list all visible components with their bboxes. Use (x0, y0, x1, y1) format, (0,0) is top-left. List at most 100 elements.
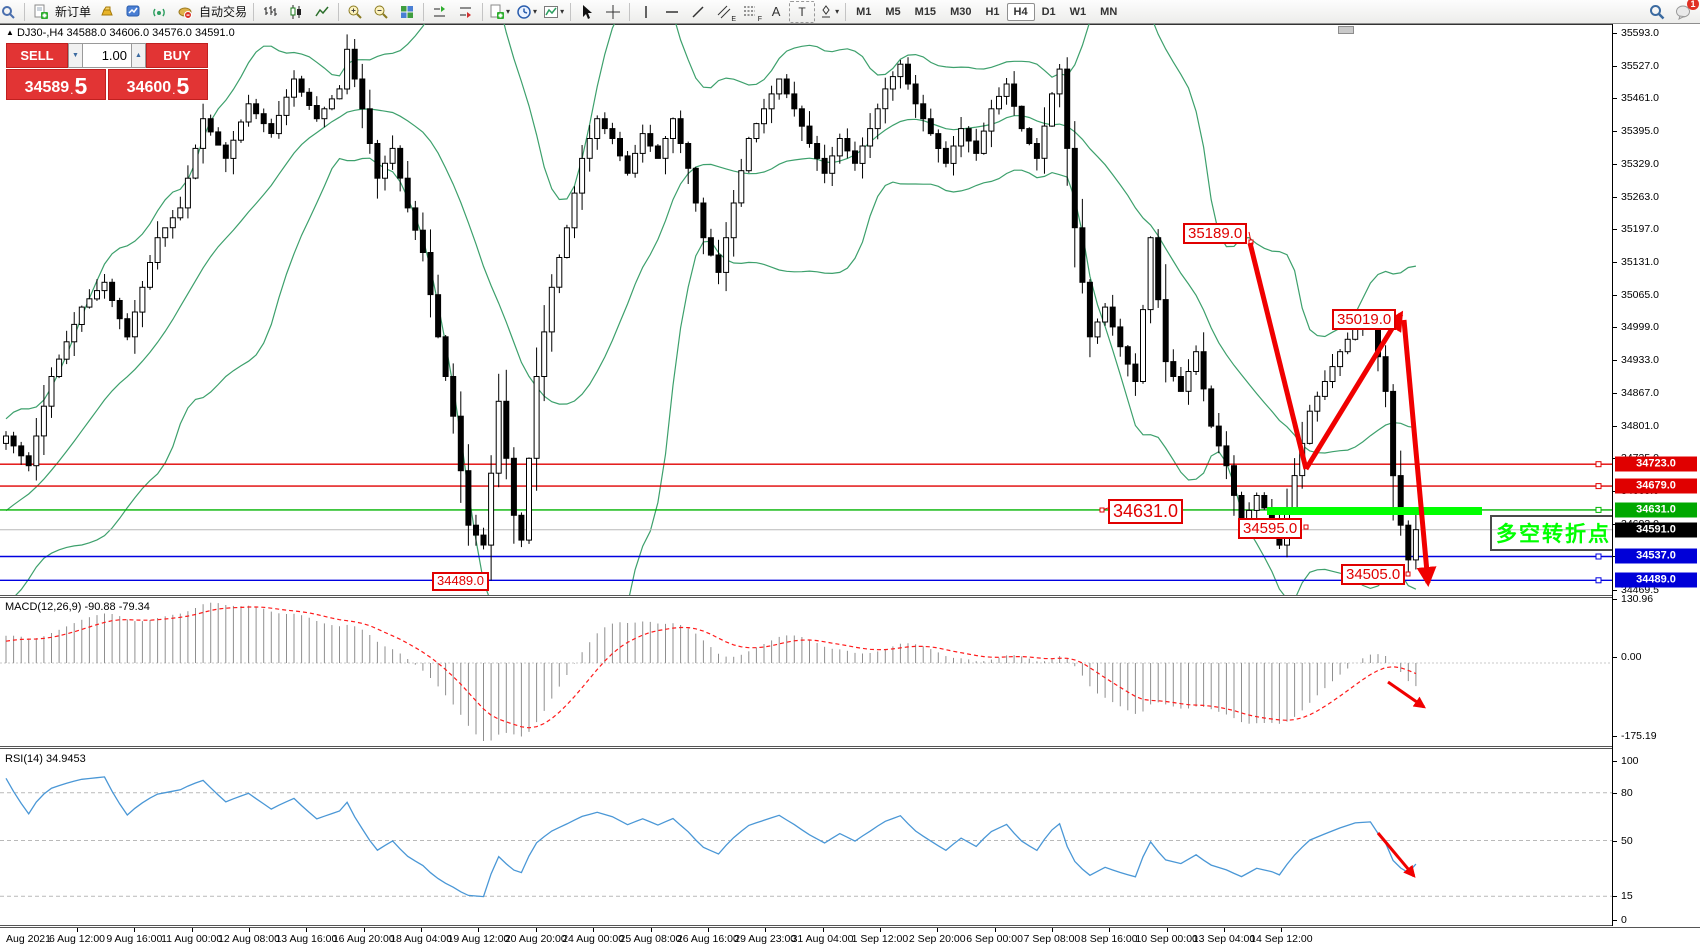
horizontal-line-tool-icon[interactable] (659, 1, 685, 23)
candle-body (730, 202, 737, 239)
search-icon[interactable] (1644, 1, 1670, 23)
price-badge-34631: 34631.0 (1615, 502, 1697, 518)
buy-price[interactable]: 34600 . 5 (108, 69, 208, 100)
candle-body (874, 108, 881, 130)
tile-windows-icon[interactable] (394, 1, 420, 23)
line-handle[interactable] (1595, 506, 1602, 513)
candle-body (48, 376, 55, 407)
trendline-tool-icon[interactable] (685, 1, 711, 23)
timeframe-M15[interactable]: M15 (914, 5, 937, 18)
line-handle[interactable] (1595, 461, 1602, 468)
line-handle[interactable] (1595, 483, 1602, 490)
fibonacci-tool-icon[interactable]: F (737, 1, 763, 23)
volume-input[interactable] (83, 43, 131, 68)
indicators-add-icon[interactable]: ▾ (486, 1, 513, 23)
new-order-button[interactable] (28, 1, 54, 23)
channel-tool-icon[interactable]: E (711, 1, 737, 23)
auto-trading-icon[interactable] (172, 1, 198, 23)
macd-panel-plot[interactable] (0, 598, 1612, 747)
period-clock-icon[interactable]: ▾ (513, 1, 540, 23)
annotation-price-label[interactable]: 35019.0 (1332, 309, 1397, 331)
gold-icon[interactable] (94, 1, 120, 23)
axis-tick-dash (1613, 360, 1617, 362)
trend-arrow[interactable] (1401, 319, 1437, 587)
candle-body (1397, 475, 1404, 526)
trend-arrow[interactable] (1247, 242, 1309, 470)
timeframe-M1[interactable]: M1 (856, 5, 872, 18)
buy-button[interactable]: BUY (146, 43, 208, 68)
timeframe-H1[interactable]: H1 (985, 5, 1000, 18)
text-label-tool-icon[interactable]: T (789, 0, 816, 23)
shapes-tool-icon[interactable]: ▾ (815, 1, 842, 23)
candle-body (1321, 381, 1328, 397)
auto-trading-label[interactable]: 自动交易 (199, 5, 248, 19)
sell-price[interactable]: 34589 . 5 (6, 69, 106, 100)
cursor-icon[interactable] (574, 1, 600, 23)
annotation-price-label[interactable]: 34631.0 (1108, 499, 1184, 524)
candle-body (321, 108, 328, 120)
panel-separator[interactable] (0, 925, 1700, 928)
candle-body (1071, 147, 1078, 229)
green-zone-highlight[interactable] (1267, 507, 1482, 515)
trend-arrow[interactable] (1303, 310, 1404, 471)
volume-increase-button[interactable]: ▲ (131, 43, 146, 68)
auto-scroll-icon[interactable] (453, 1, 479, 23)
annotation-note[interactable]: 多空转折点 (1490, 515, 1617, 551)
time-tick-label: 29 Aug 23:00 (734, 933, 797, 945)
candle-body (1094, 321, 1101, 338)
new-order-label[interactable]: 新订单 (55, 5, 92, 19)
zoom-in-icon[interactable] (342, 1, 368, 23)
candle-body (253, 103, 260, 115)
candle-body (56, 358, 63, 378)
vertical-line-tool-icon[interactable] (633, 1, 659, 23)
line-handle[interactable] (1595, 577, 1602, 584)
annotation-price-label[interactable]: 35189.0 (1183, 223, 1248, 245)
price-axis[interactable]: 35593.0 35527.0 35461.0 35395.0 35329.0 35263… (1612, 24, 1700, 926)
symbol-triangle: ▲ (6, 28, 14, 37)
rsi-arrow[interactable] (1376, 832, 1416, 878)
line-handle[interactable] (1595, 553, 1602, 560)
line-chart-icon[interactable] (309, 1, 335, 23)
macd-arrow[interactable] (1387, 680, 1426, 709)
candle-body (798, 108, 805, 127)
chart-scrollbar-thumb[interactable] (1338, 26, 1354, 34)
volume-decrease-button[interactable]: ▼ (68, 43, 83, 68)
main-chart-plot[interactable] (0, 24, 1612, 595)
timeframe-M30[interactable]: M30 (950, 5, 972, 18)
signal-icon[interactable] (146, 1, 172, 23)
candle-body (124, 318, 131, 338)
annotation-price-label[interactable]: 34489.0 (432, 572, 489, 591)
rsi-line (5, 776, 1417, 898)
candlestick-chart-icon[interactable] (283, 1, 309, 23)
rsi-panel-plot[interactable] (0, 749, 1612, 926)
crosshair-icon[interactable] (600, 1, 626, 23)
timeframe-MN[interactable]: MN (1100, 5, 1118, 18)
candle-body (435, 294, 442, 338)
candle-body (1170, 361, 1177, 378)
sell-button[interactable]: SELL (6, 43, 68, 68)
candle-body (101, 281, 108, 292)
timeframe-D1[interactable]: D1 (1041, 5, 1056, 18)
price-tick-label: 35593.0 (1621, 26, 1659, 39)
panel-separator[interactable] (0, 746, 1700, 749)
price-tick-label: 34933.0 (1621, 354, 1659, 367)
time-tick-label: 2 Sep 20:00 (908, 933, 966, 945)
candle-body (382, 162, 388, 179)
panel-separator[interactable] (0, 595, 1700, 598)
candle-body (1064, 68, 1071, 149)
timeframe-M5[interactable]: M5 (885, 5, 901, 18)
bar-chart-icon[interactable] (257, 1, 283, 23)
time-axis[interactable]: Aug 2021 6 Aug 12:00 9 Aug 16:00 11 Aug 00:… (0, 928, 1700, 947)
annotation-price-label[interactable]: 34505.0 (1341, 564, 1406, 586)
candle-body (806, 125, 813, 144)
template-icon[interactable]: ▾ (540, 1, 567, 23)
chart-shift-icon[interactable] (427, 1, 453, 23)
candle-body (973, 140, 980, 154)
text-tool-icon[interactable]: A (771, 4, 781, 19)
market-watch-icon[interactable] (120, 1, 146, 23)
timeframe-H4[interactable]: H4 (1006, 2, 1035, 21)
timeframe-W1[interactable]: W1 (1069, 5, 1087, 18)
annotation-price-label[interactable]: 34595.0 (1238, 518, 1303, 540)
zoom-out-icon[interactable] (368, 1, 394, 23)
chat-icon[interactable]: 1 (1670, 0, 1699, 23)
